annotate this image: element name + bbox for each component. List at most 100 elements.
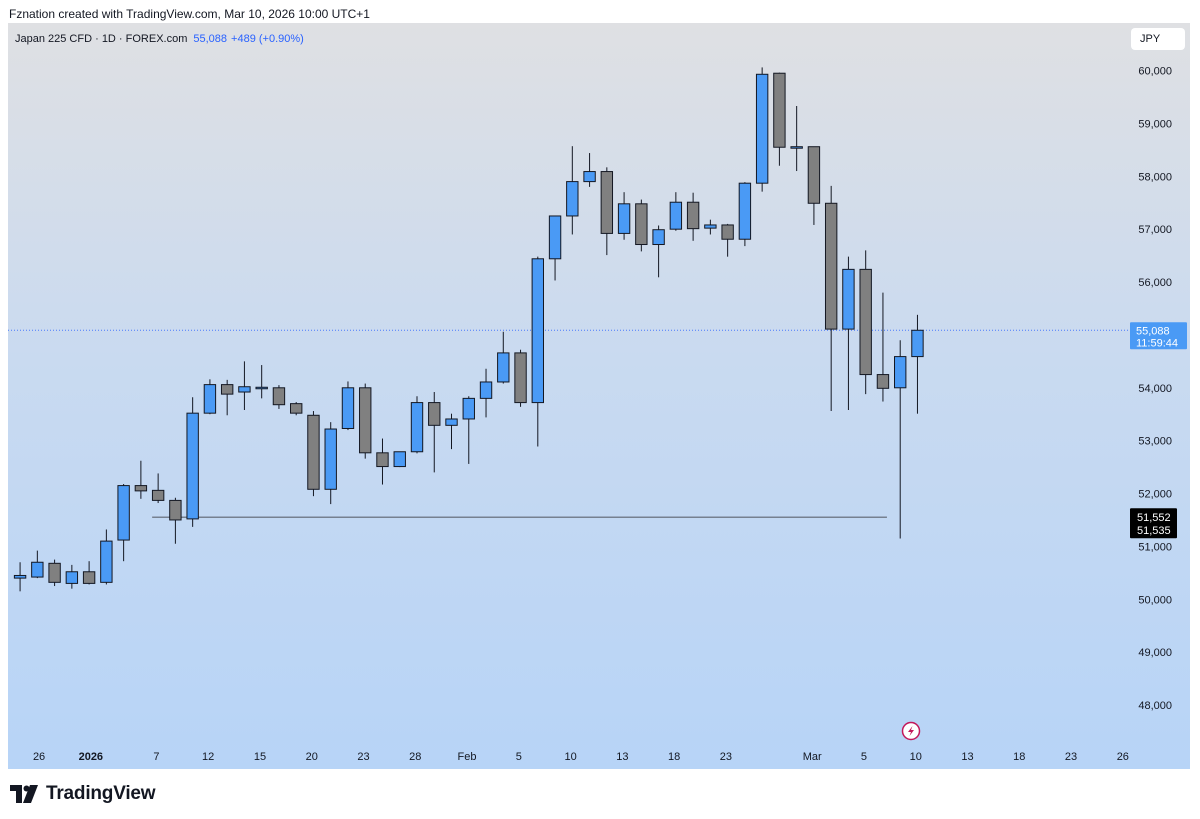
candle-body[interactable] — [842, 268, 855, 330]
candle[interactable] — [82, 561, 96, 585]
candle-body[interactable] — [721, 224, 734, 240]
candle-body[interactable] — [548, 215, 562, 260]
candle-body[interactable] — [531, 258, 544, 404]
candle[interactable] — [169, 497, 182, 544]
candle-body[interactable] — [738, 182, 752, 240]
candle-body[interactable] — [31, 561, 44, 578]
candle[interactable] — [548, 215, 562, 281]
candle-body[interactable] — [514, 352, 527, 404]
candle[interactable] — [842, 256, 855, 410]
candle[interactable] — [824, 185, 838, 412]
candle-body[interactable] — [876, 374, 890, 389]
candle[interactable] — [359, 383, 372, 459]
candle-body[interactable] — [324, 428, 337, 490]
candle[interactable] — [117, 484, 130, 562]
candle-body[interactable] — [169, 499, 182, 521]
candle[interactable] — [376, 438, 389, 485]
candle-body[interactable] — [600, 171, 614, 234]
candle[interactable] — [790, 106, 803, 172]
candle-body[interactable] — [911, 329, 924, 358]
candle-body[interactable] — [410, 402, 424, 453]
candle[interactable] — [151, 473, 165, 504]
candle[interactable] — [617, 192, 631, 240]
candle-body[interactable] — [859, 268, 872, 376]
candle[interactable] — [445, 413, 458, 450]
candle-body[interactable] — [773, 72, 786, 148]
candle[interactable] — [652, 225, 665, 278]
currency-button[interactable]: JPY — [1131, 28, 1185, 50]
candle[interactable] — [238, 361, 251, 410]
candle[interactable] — [859, 250, 872, 395]
candle-body[interactable] — [566, 181, 579, 217]
candle-body[interactable] — [428, 402, 441, 426]
candle[interactable] — [65, 564, 79, 589]
time-axis[interactable]: 26 2026 7 12 15 20 23 28 Feb 5 10 13 18 23 Mar 5 10 13 18 2… — [33, 751, 1129, 763]
candle[interactable] — [755, 67, 769, 192]
candle-body[interactable] — [462, 397, 475, 420]
candle-body[interactable] — [255, 386, 268, 390]
candle[interactable] — [462, 396, 475, 464]
price-axis[interactable]: 48,000 49,000 50,000 51,000 52,000 53,000 54,0… — [1138, 66, 1172, 712]
candle-body[interactable] — [272, 387, 286, 406]
candle[interactable] — [272, 385, 286, 409]
candle[interactable] — [686, 192, 700, 241]
candle-body[interactable] — [65, 571, 79, 584]
candle[interactable] — [704, 219, 717, 235]
candle[interactable] — [341, 381, 355, 431]
candle-body[interactable] — [669, 201, 683, 230]
candle-body[interactable] — [48, 562, 61, 583]
candle-body[interactable] — [652, 229, 665, 246]
candle-body[interactable] — [134, 485, 148, 492]
candle[interactable] — [255, 365, 268, 399]
candles[interactable] — [13, 67, 924, 592]
candle[interactable] — [514, 349, 527, 407]
candle-body[interactable] — [203, 384, 217, 414]
candle-body[interactable] — [13, 574, 27, 579]
candle-body[interactable] — [151, 489, 165, 501]
candle-body[interactable] — [186, 412, 199, 520]
candle[interactable] — [894, 340, 907, 539]
candle-body[interactable] — [100, 540, 113, 583]
candle-body[interactable] — [635, 203, 648, 246]
tradingview-logo[interactable]: TradingView — [10, 782, 156, 806]
candle-body[interactable] — [497, 352, 510, 383]
candle[interactable] — [876, 292, 890, 402]
candle[interactable] — [393, 451, 406, 468]
candle-body[interactable] — [894, 356, 907, 389]
candle[interactable] — [324, 422, 337, 505]
candle[interactable] — [100, 529, 113, 585]
candle[interactable] — [428, 392, 441, 473]
candle-body[interactable] — [117, 485, 130, 541]
candle[interactable] — [721, 223, 734, 257]
candle[interactable] — [13, 562, 27, 592]
candle-body[interactable] — [479, 381, 493, 399]
candle-body[interactable] — [617, 203, 631, 234]
lightning-icon[interactable] — [901, 721, 921, 741]
candle-body[interactable] — [704, 224, 717, 229]
candle[interactable] — [48, 559, 61, 587]
candle-body[interactable] — [359, 387, 372, 454]
candle[interactable] — [531, 256, 544, 447]
candle-body[interactable] — [686, 201, 700, 230]
candle-body[interactable] — [583, 171, 596, 183]
candle[interactable] — [134, 460, 148, 499]
candle[interactable] — [479, 368, 493, 418]
candle-body[interactable] — [755, 73, 769, 184]
candle[interactable] — [307, 411, 320, 497]
candle[interactable] — [186, 397, 199, 527]
candle-body[interactable] — [341, 387, 355, 429]
candle-body[interactable] — [807, 146, 821, 204]
candle[interactable] — [807, 146, 821, 225]
candle[interactable] — [220, 379, 234, 416]
candle-body[interactable] — [790, 146, 803, 149]
candle[interactable] — [410, 396, 424, 454]
candle-body[interactable] — [238, 386, 251, 393]
candle-body[interactable] — [824, 202, 838, 330]
candle-body[interactable] — [220, 384, 234, 395]
candle[interactable] — [911, 314, 924, 414]
candle[interactable] — [290, 402, 303, 416]
candle[interactable] — [773, 72, 786, 166]
candle[interactable] — [583, 153, 596, 187]
candle-body[interactable] — [376, 452, 389, 468]
